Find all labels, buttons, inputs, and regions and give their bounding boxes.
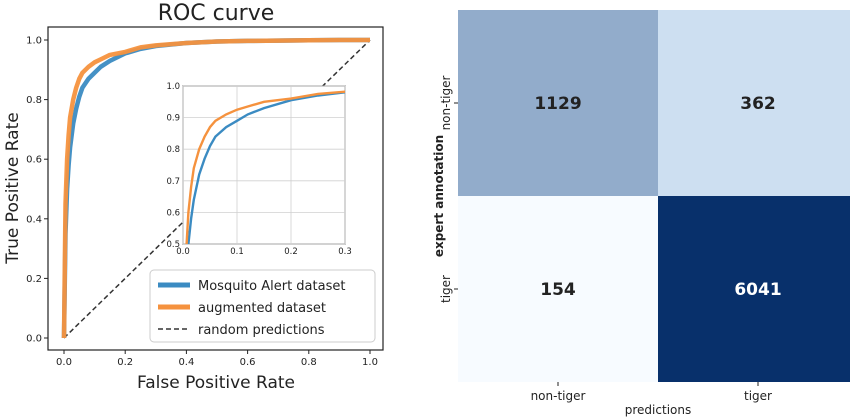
roc-inset-x-ticks: 0.0 0.1 0.2 0.3 [176, 247, 352, 257]
legend-frame [149, 269, 376, 343]
heatmap-y-ticks: non-tiger tiger [439, 76, 458, 303]
inset-y-tick-label: 0.6 [166, 208, 180, 218]
heatmap-x-tick-label: non-tiger [531, 389, 586, 403]
heatmap-cell [458, 196, 658, 382]
roc-y-ticks: 0.0 0.2 0.4 0.6 0.8 1.0 [26, 36, 48, 345]
inset-line-mosquito-alert [187, 91, 345, 244]
heatmap-value-label: 6041 [734, 280, 781, 300]
roc-y-tick-label: 1.0 [26, 36, 42, 47]
legend-label-mosquito-alert: Mosquito Alert dataset [198, 279, 345, 294]
roc-chart: ROC curve 0.0 0.2 0.4 0.6 0.8 1.0 0.00.20.40.… [3, 1, 384, 393]
roc-title: ROC curve [158, 1, 275, 26]
legend-label-random: random predictions [198, 323, 325, 338]
roc-inset-lines [185, 90, 345, 244]
heatmap-x-tick-label: tiger [744, 389, 772, 403]
legend-label-augmented: augmented dataset [198, 301, 326, 316]
heatmap-value-label: 1129 [534, 94, 581, 114]
roc-x-tick-label: 0.4 [178, 357, 194, 368]
heatmap-y-tick-label: non-tiger [439, 76, 453, 131]
roc-legend: Mosquito Alert dataset augmented dataset… [149, 269, 376, 343]
heatmap-value-labels: 1129 362 154 6041 [534, 94, 781, 300]
roc-inset-plot-area [182, 85, 346, 245]
inset-line-augmented [185, 90, 345, 244]
roc-x-axis-label: False Positive Rate [137, 373, 295, 393]
heatmap-value-label: 362 [740, 94, 776, 114]
roc-y-tick-label: 0.6 [26, 155, 42, 166]
inset-x-tick-label: 0.3 [338, 247, 352, 257]
heatmap-cell [658, 10, 850, 196]
roc-inset: 0.0 0.1 0.2 0.3 0.5 0.6 0.7 0.8 0.9 1.0 [166, 82, 352, 257]
heatmap-cell [458, 10, 658, 196]
roc-x-ticks: 0.0 0.2 0.4 0.6 0.8 1.0 [56, 350, 378, 368]
confusion-matrix: 1129 362 154 6041 non-tiger tiger non-tiger t… [432, 10, 850, 417]
heatmap-x-axis-label: predictions [625, 403, 691, 417]
roc-inset-y-ticks: 0.5 0.6 0.7 0.8 0.9 1.0 [166, 82, 180, 250]
inset-x-tick-label: 0.0 [176, 247, 190, 257]
roc-x-tick-label: 0.2 [117, 357, 133, 368]
heatmap-y-tick-label: tiger [439, 275, 453, 303]
inset-y-tick-label: 1.0 [166, 82, 180, 92]
roc-x-tick-label: 1.0 [362, 357, 378, 368]
heatmap-cells [458, 10, 850, 382]
inset-y-tick-label: 0.9 [166, 114, 180, 124]
roc-y-tick-label: 0.2 [26, 274, 42, 285]
inset-x-tick-label: 0.2 [284, 247, 298, 257]
heatmap-x-ticks: non-tiger tiger [531, 382, 772, 403]
inset-y-tick-label: 0.7 [166, 177, 180, 187]
roc-inset-grid [182, 85, 346, 245]
roc-y-tick-label: 0.4 [26, 214, 42, 225]
heatmap-y-axis-label: expert annotation [432, 135, 446, 257]
roc-line-augmented [61, 37, 370, 339]
inset-x-tick-label: 0.1 [230, 247, 244, 257]
roc-x-tick-label: 0.8 [301, 357, 317, 368]
inset-y-tick-label: 0.8 [166, 145, 180, 155]
inset-y-tick-label: 0.5 [166, 240, 180, 250]
roc-y-axis-label: True Positive Rate [3, 112, 23, 264]
roc-y-tick-label: 0.8 [26, 95, 42, 106]
roc-y-tick-label: 0.0 [26, 334, 42, 345]
heatmap-value-label: 154 [540, 280, 576, 300]
roc-x-tick-label: 0.0 [56, 357, 72, 368]
roc-x-tick-label: 0.6 [240, 357, 256, 368]
heatmap-cell [658, 196, 850, 382]
